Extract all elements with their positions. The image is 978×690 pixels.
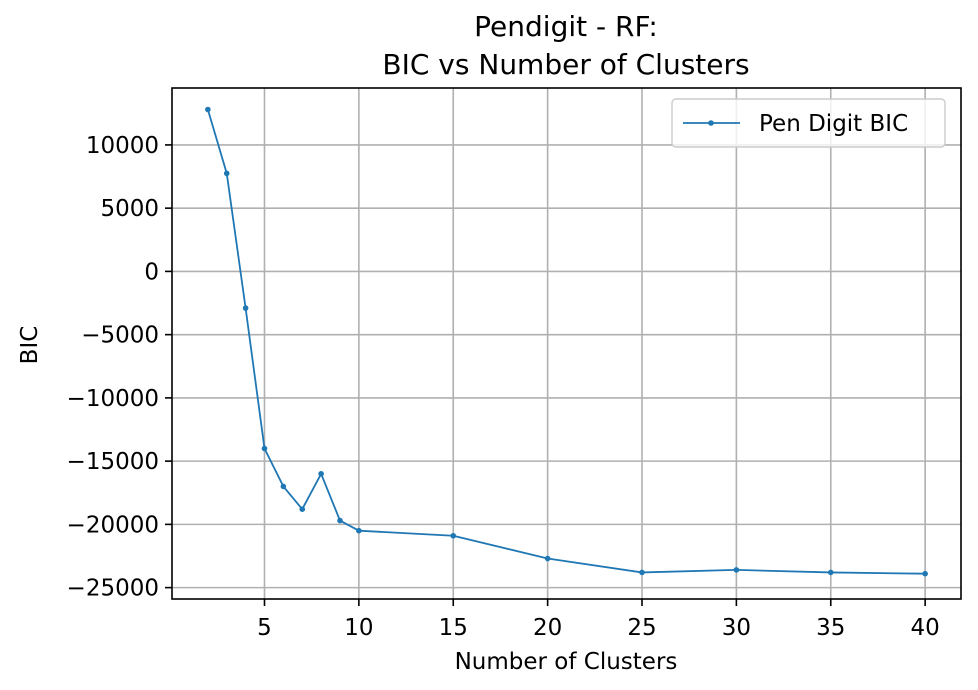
data-point	[223, 170, 230, 177]
series-line	[206, 109, 926, 575]
data-point	[827, 569, 834, 576]
data-point	[318, 470, 324, 477]
x-axis-label: Number of Clusters	[455, 649, 678, 675]
x-tick-label: 30	[722, 615, 751, 641]
data-point	[280, 483, 287, 490]
legend-entry-label: Pen Digit BIC	[759, 111, 908, 137]
data-point	[261, 445, 268, 452]
x-tick-label: 35	[816, 615, 845, 641]
data-point	[337, 517, 343, 524]
y-tick-label: −5000	[81, 323, 159, 349]
legend-marker-swatch	[708, 120, 714, 126]
legend: Pen Digit BIC	[671, 98, 946, 148]
y-tick-label: −15000	[67, 449, 159, 475]
data-point	[639, 569, 645, 576]
data-point	[205, 106, 211, 113]
y-axis-label: BIC	[17, 326, 43, 365]
plot-area-frame	[171, 87, 962, 600]
x-tick-label: 40	[910, 615, 939, 641]
chart-title-line-2: BIC vs Number of Clusters	[382, 48, 749, 81]
y-tick-label: 0	[144, 259, 159, 285]
y-tick-label: −25000	[67, 576, 159, 602]
legend-box	[671, 98, 946, 148]
data-point	[299, 506, 306, 512]
data-point	[733, 567, 740, 573]
grid-layer	[172, 88, 961, 599]
data-point	[242, 305, 249, 311]
ticks-layer: 5 10 15 20 25 30 35 40 10000 5000 0 −5000 −10000 −150…	[67, 133, 940, 641]
x-tick-label: 20	[533, 615, 562, 641]
chart-title-line-1: Pendigit - RF:	[474, 10, 658, 43]
y-tick-label: −10000	[67, 386, 159, 412]
y-tick-label: −20000	[67, 512, 159, 538]
data-point	[356, 527, 362, 534]
y-tick-label: 10000	[86, 133, 159, 159]
x-tick-label: 25	[627, 615, 656, 641]
data-point	[922, 570, 928, 577]
x-tick-label: 5	[257, 615, 272, 641]
data-point	[450, 532, 457, 539]
x-tick-label: 15	[439, 615, 468, 641]
series-layer	[205, 106, 928, 577]
y-tick-label: 5000	[100, 196, 159, 222]
data-point	[544, 555, 551, 562]
x-tick-label: 10	[344, 615, 373, 641]
